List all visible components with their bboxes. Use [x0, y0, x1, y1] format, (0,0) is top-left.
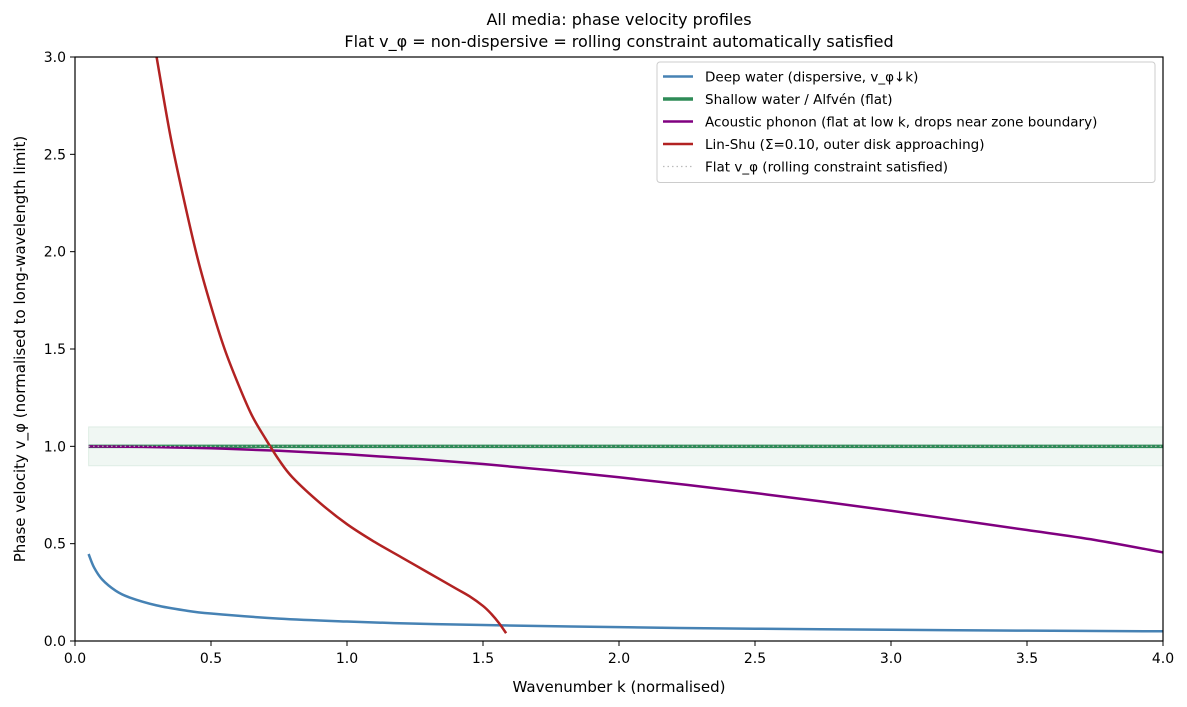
- y-axis-ticks: 0.0 0.5 1.0 1.5 2.0 2.5 3.0: [44, 50, 75, 650]
- x-axis-ticks: 0.0 0.5 1.0 1.5 2.0 2.5 3.0 3.5 4.0: [64, 641, 1174, 667]
- x-tick-label: 0.5: [200, 651, 222, 667]
- legend: Deep water (dispersive, v_φ↓k) Shallow wa…: [656, 61, 1156, 183]
- legend-label-3: Acoustic phonon (flat at low k, drops ne…: [705, 115, 1097, 131]
- y-tick-label: 2.5: [44, 147, 66, 163]
- y-tick-label: 0.5: [44, 537, 66, 553]
- series-line-3-acoustic-phonon-flat-at-low-: [88, 445, 1163, 554]
- series-line-4-lin-shu-0-10-outer-disk-appr: [155, 57, 508, 634]
- legend-label-5: Flat v_φ (rolling constraint satisfied): [705, 160, 948, 176]
- legend-label-4: Lin-Shu (Σ=0.10, outer disk approaching): [705, 137, 984, 153]
- x-tick-label: 3.0: [880, 651, 902, 667]
- x-tick-label: 4.0: [1152, 651, 1174, 667]
- series-layer: [87, 57, 1163, 634]
- legend-label-1: Deep water (dispersive, v_φ↓k): [705, 70, 918, 86]
- x-tick-label: 1.5: [472, 651, 494, 667]
- y-tick-label: 2.0: [44, 245, 66, 261]
- y-tick-label: 0.0: [44, 634, 66, 650]
- x-tick-label: 2.5: [744, 651, 766, 667]
- y-axis-label: Phase velocity v_φ (normalised to long-w…: [11, 136, 30, 563]
- chart-subtitle: Flat v_φ = non-dispersive = rolling cons…: [344, 32, 893, 52]
- y-tick-label: 1.5: [44, 342, 66, 358]
- x-tick-label: 0.0: [64, 651, 86, 667]
- x-axis-label: Wavenumber k (normalised): [513, 678, 726, 696]
- legend-label-2: Shallow water / Alfvén (flat): [705, 92, 893, 108]
- y-tick-label: 3.0: [44, 50, 66, 66]
- x-tick-label: 3.5: [1016, 651, 1038, 667]
- x-tick-label: 1.0: [336, 651, 358, 667]
- series-line-1-deep-water-dispersive-v-k: [87, 553, 1163, 633]
- y-tick-label: 1.0: [44, 439, 66, 455]
- legend-box: [656, 61, 1156, 183]
- x-tick-label: 2.0: [608, 651, 630, 667]
- chart-title: All media: phase velocity profiles: [486, 10, 751, 29]
